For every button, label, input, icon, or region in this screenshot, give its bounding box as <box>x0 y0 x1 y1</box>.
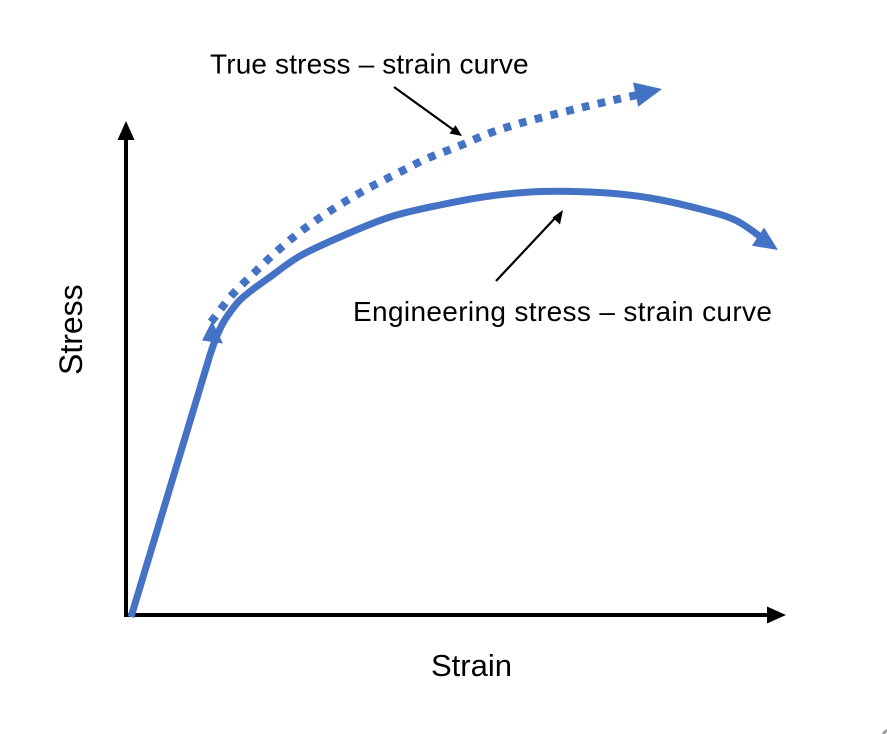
svg-text:Stress: Stress <box>53 284 89 375</box>
svg-text:Engineering stress – strain cu: Engineering stress – strain curve <box>353 296 772 327</box>
svg-text:True stress – strain curve: True stress – strain curve <box>210 49 529 80</box>
svg-text:Strain: Strain <box>431 648 512 683</box>
